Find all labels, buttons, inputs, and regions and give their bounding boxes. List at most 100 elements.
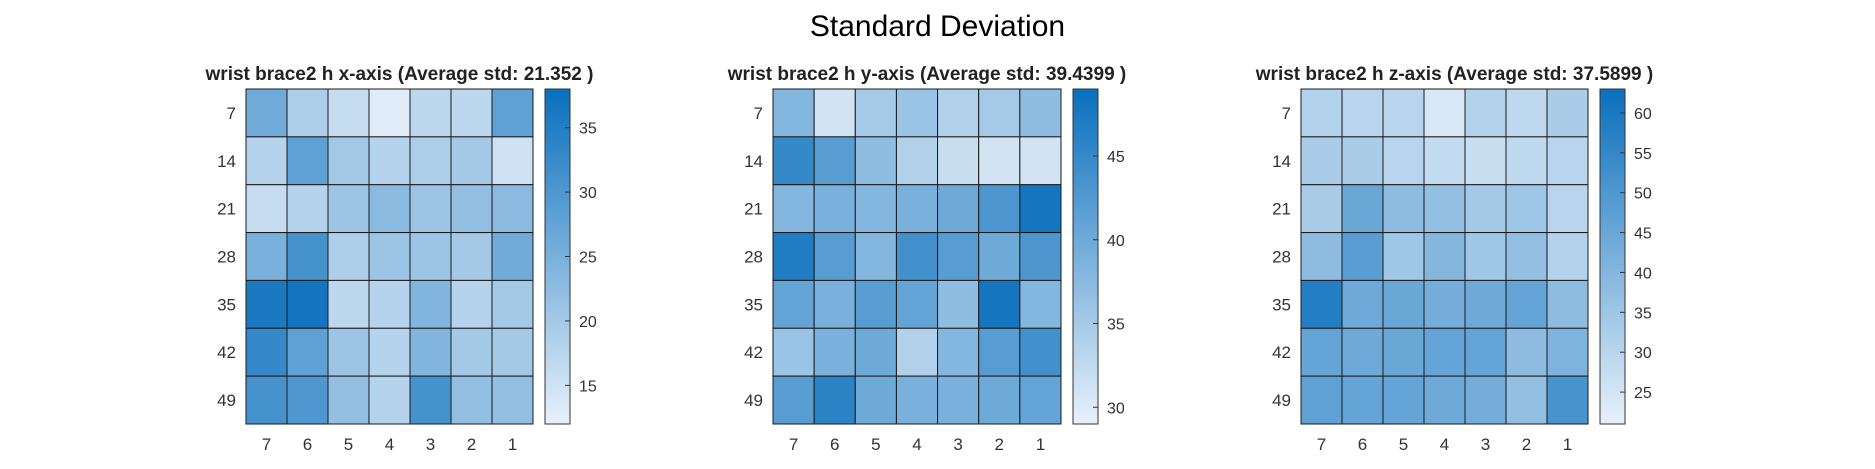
heatmap-cell [1546,279,1589,329]
y-tick-label: 14 [217,152,236,171]
heatmap-cell [1300,375,1343,425]
colorbar-tick-label: 35 [1634,305,1652,322]
heatmap-cell [978,136,1021,186]
y-tick-label: 35 [744,295,763,314]
heatmap-cell [1019,136,1062,186]
y-tick-label: 42 [217,343,236,362]
heatmap-cell [1505,232,1548,281]
colorbar-tick-label: 35 [1107,317,1125,334]
heatmap-cell [1423,327,1466,377]
x-tick-label: 2 [995,435,1004,454]
heatmap-cell [1464,232,1507,281]
heatmap-cell [1423,88,1466,138]
heatmap-cell [937,279,980,329]
heatmap-cell [978,327,1021,377]
colorbar-tick-label: 30 [1634,345,1652,362]
heatmap-cell [854,232,897,281]
heatmap-cell [813,88,856,138]
y-tick-label: 49 [744,391,763,410]
heatmap-cell [772,184,815,234]
colorbar-tick-label: 30 [579,185,597,202]
y-tick-label: 42 [1272,343,1291,362]
heatmap-cell [854,327,897,377]
x-tick-label: 7 [262,435,271,454]
x-tick-label: 4 [385,435,394,454]
heatmap-cell [895,279,939,329]
heatmap-cell [1300,327,1343,377]
heatmap-cell [245,136,288,186]
heatmap-cell [1505,136,1548,186]
heatmap-cell [450,279,493,329]
heatmap-cell [327,136,370,186]
heatmap-cell [1464,327,1507,377]
heatmap-cell [286,136,329,186]
heatmap-title: wrist brace2 h x-axis (Average std: 21.3… [205,64,594,85]
heatmap-cell [409,327,452,377]
y-tick-label: 28 [744,248,763,267]
heatmap-cell [937,136,980,186]
heatmap-cell [895,327,939,377]
x-tick-label: 1 [1563,435,1572,454]
colorbar-tick-label: 35 [579,121,597,138]
heatmap-cell [895,136,939,186]
heatmap-cell [937,375,980,425]
x-tick-label: 6 [303,435,312,454]
y-tick-label: 14 [744,152,763,171]
heatmap-title: wrist brace2 h z-axis (Average std: 37.5… [1255,64,1653,85]
heatmap-cell [813,184,856,234]
heatmap-cell [1464,375,1507,425]
heatmap-cell [1341,88,1384,138]
heatmap-cell [286,232,329,281]
heatmap-cell [854,184,897,234]
heatmap-cell [327,88,370,138]
heatmap-cell [327,184,370,234]
heatmap-title: wrist brace2 h y-axis (Average std: 39.4… [727,64,1127,85]
x-tick-label: 1 [1036,435,1045,454]
heatmap-cell [368,184,411,234]
heatmap-cell [813,279,856,329]
heatmap-cell [327,232,370,281]
figure-title: Standard Deviation [809,10,1066,43]
heatmap-cell [854,375,897,425]
heatmap-cell [895,232,939,281]
heatmap-cell [978,279,1021,329]
colorbar-tick-label: 50 [1634,186,1652,203]
heatmap-cell [854,279,897,329]
x-tick-label: 3 [1481,435,1490,454]
y-tick-label: 14 [1272,152,1291,171]
x-tick-label: 1 [508,435,517,454]
heatmap-cell [491,184,534,234]
x-tick-label: 2 [1522,435,1531,454]
heatmap-cell [813,327,856,377]
heatmap-cell [1505,88,1548,138]
colorbar-tick-label: 20 [579,314,597,331]
x-tick-label: 2 [467,435,476,454]
heatmap-cell [1546,184,1589,234]
heatmap-cell [1546,88,1589,138]
heatmap-cell [895,375,939,425]
colorbar-tick-label: 45 [1634,226,1652,243]
heatmap-cell [1546,232,1589,281]
heatmap-cell [450,136,493,186]
heatmap-cell [450,375,493,425]
heatmap-cell [1019,232,1062,281]
x-tick-label: 4 [1440,435,1449,454]
heatmap-cell [978,375,1021,425]
heatmap-cell [491,136,534,186]
heatmap-cell [813,232,856,281]
heatmap-cell [1546,375,1589,425]
heatmap-cell [1019,279,1062,329]
heatmap-cell [1019,184,1062,234]
heatmap-cell [978,88,1021,138]
heatmap-cell [286,279,329,329]
y-tick-label: 21 [744,200,763,219]
heatmap-cell [772,88,815,138]
colorbar [1599,88,1626,425]
heatmap-cell [491,88,534,138]
heatmap-cell [1300,136,1343,186]
heatmap-cell [491,279,534,329]
heatmap-cell [772,232,815,281]
colorbar-tick-label: 40 [1107,233,1125,250]
heatmap-cell [895,184,939,234]
heatmap-cell [813,375,856,425]
